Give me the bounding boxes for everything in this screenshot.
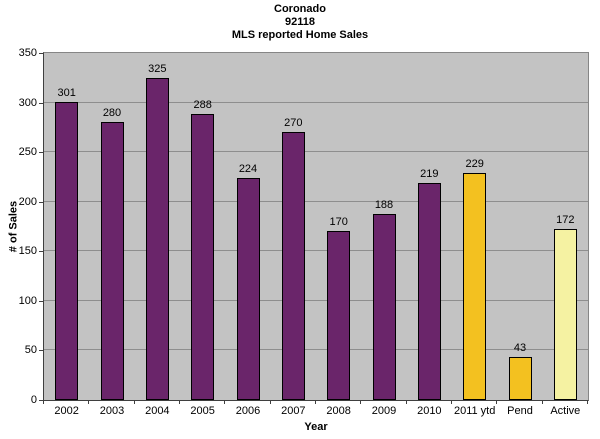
bar-2003 <box>100 122 124 400</box>
bar-2009 <box>372 213 396 400</box>
gridline-200 <box>44 200 588 202</box>
y-tick-label-50: 50 <box>24 344 37 357</box>
bar-value-label: 43 <box>513 342 527 355</box>
gridline-150 <box>44 250 588 252</box>
gridline-100 <box>44 299 588 301</box>
bar-value-label: 170 <box>329 216 348 229</box>
bar-2006 <box>236 177 260 400</box>
chart-title-line-3: MLS reported Home Sales <box>231 29 369 41</box>
bar-2007 <box>281 132 305 400</box>
y-tick-label-250: 250 <box>18 146 37 159</box>
x-tick-mark <box>315 400 316 404</box>
bar-value-label: 288 <box>193 99 212 112</box>
x-tick-label: 2005 <box>190 405 215 417</box>
bar-value-label: 219 <box>420 167 439 180</box>
bar-2005 <box>191 114 215 400</box>
chart-title-line-1: Coronado <box>274 3 326 15</box>
bar-pend <box>508 357 532 400</box>
x-tick-mark <box>269 400 271 404</box>
x-tick-mark <box>88 400 90 404</box>
x-tick-label: Pend <box>507 405 533 417</box>
bar-value-label: 280 <box>102 107 122 120</box>
bar-value-label: 325 <box>148 62 167 75</box>
x-tick-mark <box>224 400 226 404</box>
plot-area: 301 280 325 288 224 270 170 188 219 229 43 172 <box>43 52 589 401</box>
bar-value-label: 301 <box>57 86 76 99</box>
bar-value-label: 229 <box>465 157 484 170</box>
y-tick-mark-0 <box>39 400 43 401</box>
y-tick-mark-200 <box>39 201 43 203</box>
y-tick-label-150: 150 <box>18 245 37 258</box>
x-tick-mark <box>496 400 498 404</box>
x-tick-label: 2004 <box>145 405 170 417</box>
x-tick-mark <box>405 400 407 404</box>
chart-title-line-2: 92118 <box>285 16 315 28</box>
bar-value-label: 188 <box>374 198 394 211</box>
gridline-50 <box>44 349 588 351</box>
gridline-300 <box>44 101 588 103</box>
y-tick-label-350: 350 <box>18 47 37 59</box>
y-tick-mark-250 <box>39 152 43 154</box>
y-tick-mark-50 <box>39 350 43 352</box>
y-tick-mark-150 <box>39 251 43 253</box>
x-tick-label: 2009 <box>371 405 397 417</box>
x-tick-mark <box>179 400 180 404</box>
y-tick-label-100: 100 <box>18 294 37 307</box>
chart-title: Coronado 92118 MLS reported Home Sales <box>0 3 600 42</box>
y-tick-label-300: 300 <box>18 96 37 109</box>
x-tick-label: 2006 <box>235 405 261 417</box>
x-tick-label: 2002 <box>54 405 79 417</box>
bar-value-label: 224 <box>238 162 258 175</box>
x-tick-label: Active <box>550 405 581 417</box>
bar-2010 <box>417 182 441 400</box>
bar-2004 <box>145 77 169 400</box>
bar-value-label: 172 <box>556 214 575 227</box>
bar-2002 <box>55 101 79 400</box>
y-tick-label-200: 200 <box>18 195 37 208</box>
y-tick-mark-300 <box>39 102 43 104</box>
x-tick-label: 2010 <box>417 405 442 417</box>
x-tick-mark <box>43 400 44 404</box>
gridline-250 <box>44 151 588 153</box>
y-tick-mark-100 <box>39 300 43 302</box>
x-axis-title: Year <box>304 421 328 433</box>
x-tick-mark <box>133 400 135 404</box>
bar-active <box>553 229 577 400</box>
bar-value-label: 270 <box>284 117 303 130</box>
bar-2008 <box>327 231 351 400</box>
bar-2011-ytd <box>463 172 487 400</box>
x-tick-mark <box>451 400 452 404</box>
x-tick-label: 2011 ytd <box>453 405 496 417</box>
x-tick-mark <box>587 400 588 404</box>
x-tick-mark <box>541 400 543 404</box>
x-tick-label: 2008 <box>326 405 351 417</box>
x-tick-mark <box>360 400 362 404</box>
y-tick-label-0: 0 <box>30 394 37 406</box>
y-tick-mark-350 <box>39 53 43 54</box>
x-tick-label: 2003 <box>99 405 125 417</box>
x-tick-label: 2007 <box>281 405 306 417</box>
